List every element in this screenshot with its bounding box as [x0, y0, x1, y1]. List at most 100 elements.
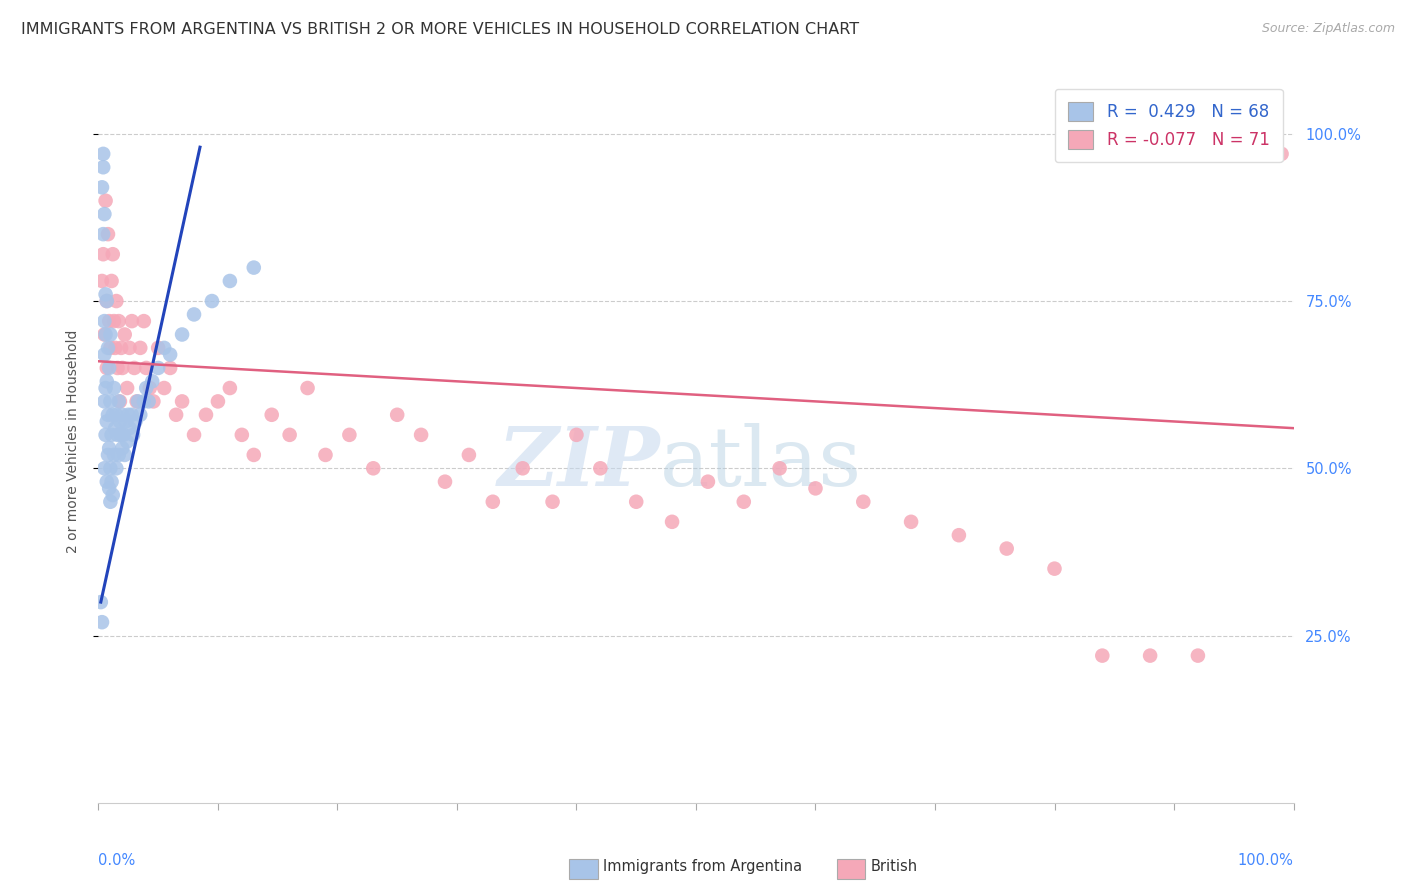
Point [91, 615, 114, 630]
Point [125, 394, 148, 409]
Point [172, 394, 194, 409]
Point [1139, 648, 1161, 663]
Point [98, 494, 122, 508]
Point [1271, 147, 1294, 161]
Point [97, 227, 120, 242]
Point [481, 494, 505, 508]
Point [96, 361, 118, 376]
Point [129, 341, 152, 355]
Point [132, 394, 155, 409]
Point [91, 161, 114, 175]
Point [153, 381, 176, 395]
Point [110, 427, 132, 442]
Point [96, 414, 118, 429]
Point [98, 394, 122, 409]
Point [121, 408, 143, 422]
Point [98, 442, 121, 455]
Point [733, 494, 755, 508]
Point [201, 294, 224, 309]
Point [101, 408, 124, 422]
Point [219, 381, 242, 395]
Point [122, 427, 145, 442]
Point [127, 394, 149, 409]
Point [260, 408, 283, 422]
Point [589, 461, 612, 475]
Point [96, 375, 118, 389]
Point [804, 482, 827, 496]
Point [948, 528, 970, 542]
Point [98, 327, 122, 342]
Point [207, 394, 229, 409]
Point [115, 414, 138, 429]
Point [96, 294, 118, 309]
Point [105, 408, 128, 422]
Point [100, 475, 122, 489]
Point [1091, 648, 1114, 663]
Point [93, 207, 115, 221]
Point [94, 381, 117, 395]
Point [103, 381, 125, 395]
Point [139, 381, 162, 395]
Point [124, 361, 146, 376]
Point [117, 408, 139, 422]
Point [111, 361, 134, 376]
Text: 100.0%: 100.0% [1237, 854, 1294, 869]
Point [661, 515, 683, 529]
Point [458, 448, 481, 462]
Point [541, 494, 564, 508]
Point [97, 448, 120, 462]
Point [98, 314, 121, 328]
Point [98, 341, 122, 355]
Point [565, 427, 588, 442]
Point [98, 461, 122, 475]
Point [411, 427, 433, 442]
Point [96, 294, 118, 309]
Point [385, 408, 409, 422]
Point [107, 448, 129, 462]
Point [112, 427, 135, 442]
Point [91, 247, 114, 261]
Point [94, 287, 117, 301]
Point [93, 394, 115, 409]
Point [107, 427, 129, 442]
Point [91, 180, 114, 194]
Point [104, 341, 127, 355]
Text: Source: ZipAtlas.com: Source: ZipAtlas.com [1261, 22, 1395, 36]
Point [96, 475, 118, 489]
Point [512, 461, 534, 475]
Point [100, 274, 122, 288]
Legend: R =  0.429   N = 68, R = -0.077   N = 71: R = 0.429 N = 68, R = -0.077 N = 71 [1054, 88, 1282, 162]
Point [135, 361, 157, 376]
Point [852, 494, 875, 508]
Point [278, 427, 301, 442]
Point [94, 194, 117, 208]
Text: IMMIGRANTS FROM ARGENTINA VS BRITISH 2 OR MORE VEHICLES IN HOUSEHOLD CORRELATION: IMMIGRANTS FROM ARGENTINA VS BRITISH 2 O… [21, 22, 859, 37]
Point [90, 595, 112, 609]
Point [98, 482, 121, 496]
Point [768, 461, 790, 475]
Text: atlas: atlas [661, 423, 862, 503]
Point [132, 314, 155, 328]
Point [91, 274, 114, 288]
Point [626, 494, 648, 508]
Point [105, 461, 128, 475]
Point [243, 448, 266, 462]
Point [159, 348, 181, 362]
Point [183, 307, 205, 322]
Point [107, 361, 129, 376]
Point [315, 448, 337, 462]
Point [1043, 562, 1066, 576]
Point [103, 448, 125, 462]
Point [121, 314, 143, 328]
Point [165, 408, 187, 422]
Point [93, 461, 115, 475]
Point [91, 147, 114, 161]
Point [153, 341, 176, 355]
Point [135, 381, 157, 395]
Point [93, 348, 115, 362]
Point [101, 488, 124, 502]
Point [697, 475, 720, 489]
Point [115, 381, 138, 395]
Point [219, 274, 242, 288]
Point [363, 461, 385, 475]
